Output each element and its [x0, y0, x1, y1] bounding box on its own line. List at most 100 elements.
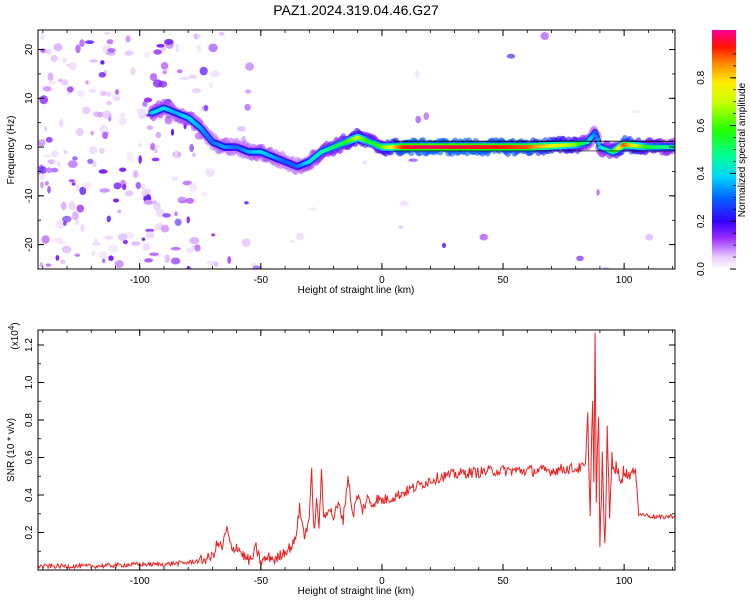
heatmap-cell: [44, 49, 53, 55]
heatmap-cell: [88, 146, 98, 154]
heatmap-cell: [79, 186, 87, 196]
colorbar: 0.0 0.2 0.4 0.6 0.8 Normalized spectral ampl…: [696, 30, 748, 276]
heatmap-cell: [125, 35, 131, 43]
heatmap-cell: [178, 200, 187, 204]
heatmap-cell: [39, 262, 44, 268]
heatmap-cell: [135, 181, 141, 190]
heatmap-cell: [126, 152, 135, 161]
heatmap-cell: [398, 225, 404, 229]
heatmap-cell: [174, 218, 182, 226]
heatmap-cell: [151, 157, 160, 162]
spectrogram-y-ticks: -20 -10 0 10 20: [24, 44, 675, 270]
heatmap-cell: [290, 239, 295, 244]
heatmap-cell: [61, 245, 72, 254]
heatmap-cell: [40, 181, 44, 189]
heatmap-cell: [141, 237, 146, 241]
snr-series-1: [38, 332, 675, 570]
heatmap-cell: [185, 248, 195, 253]
ridge-core: [596, 141, 602, 146]
heatmap-cell: [80, 224, 85, 232]
snr-x-axis-label: Height of straight line (km): [298, 586, 415, 597]
heatmap-cell: [245, 62, 255, 71]
heatmap-cell: [164, 38, 174, 45]
heatmap-cell: [72, 156, 78, 161]
heatmap-cell: [90, 130, 94, 136]
heatmap-cell: [162, 213, 171, 218]
spectrogram-frame: [37, 29, 676, 270]
heatmap-cell: [112, 92, 120, 102]
heatmap-cell: [182, 180, 193, 186]
heatmap-cell: [98, 169, 108, 174]
heatmap-cell: [179, 76, 189, 81]
heatmap-cell: [79, 39, 85, 47]
heatmap-cell: [145, 228, 155, 233]
heatmap-cell: [51, 150, 58, 158]
heatmap-cell: [89, 59, 99, 63]
heatmap-cell: [76, 89, 85, 98]
heatmap-cell: [149, 73, 158, 82]
heatmap-cell: [186, 266, 192, 269]
heatmap-cell: [47, 159, 56, 165]
heatmap-cell: [423, 112, 430, 120]
heatmap-cell: [237, 125, 246, 132]
heatmap-cell: [152, 79, 163, 88]
heatmap-cell: [42, 86, 52, 92]
heatmap-ridge: [147, 98, 675, 176]
heatmap-cell: [57, 161, 61, 168]
spectrogram-x-ticks: -100 -50 0 50 100: [42, 30, 673, 286]
heatmap-cell: [118, 116, 127, 126]
heatmap-cell: [576, 255, 584, 262]
heatmap-cell: [153, 49, 163, 55]
heatmap-cell: [189, 237, 200, 245]
heatmap-cell: [441, 242, 447, 249]
heatmap-cell: [102, 110, 112, 119]
heatmap-cell: [58, 78, 63, 83]
heatmap-cell: [203, 104, 209, 112]
heatmap-cell: [175, 43, 180, 53]
heatmap-cell: [71, 182, 76, 186]
heatmap-cell: [146, 125, 154, 131]
heatmap-cell: [48, 80, 56, 85]
heatmap-cell: [145, 231, 155, 239]
heatmap-cell: [106, 91, 112, 97]
snr-y-ticks: 0.2 0.4 0.6 0.8 1.0 1.2: [24, 338, 675, 571]
heatmap-cell: [59, 259, 66, 265]
y-tick-label: -10: [24, 188, 35, 203]
heatmap-cell: [211, 233, 216, 237]
heatmap-cell: [153, 202, 161, 211]
heatmap-cell: [138, 155, 142, 164]
heatmap-cell: [74, 253, 81, 257]
heatmap-cell: [188, 182, 198, 192]
colorbar-tick-label: 0.2: [696, 214, 707, 228]
colorbar-tick-label: 0.0: [696, 262, 707, 276]
heatmap-cell: [193, 33, 198, 40]
heatmap-cell: [108, 244, 118, 254]
heatmap-cell: [188, 74, 198, 80]
heatmap-cell: [176, 69, 183, 74]
heatmap-cell: [38, 139, 45, 143]
heatmap-cell: [115, 89, 119, 95]
x-tick-label: -100: [130, 275, 150, 286]
heatmap-cell: [141, 183, 146, 190]
heatmap-cell: [63, 220, 67, 226]
heatmap-cell: [296, 232, 304, 241]
heatmap-cell: [506, 53, 516, 59]
heatmap-cell: [82, 106, 91, 115]
heatmap-cell: [62, 215, 72, 223]
exponent-base: (x10: [10, 330, 21, 350]
heatmap-cell: [186, 216, 190, 224]
heatmap-cell: [155, 131, 162, 139]
heatmap-cell: [75, 44, 81, 54]
heatmap-cell: [170, 246, 181, 251]
spectrogram-x-axis-label: Height of straight line (km): [298, 285, 415, 296]
heatmap-cell: [75, 127, 84, 137]
y-tick-label: 1.0: [24, 375, 35, 389]
heatmap-cell: [596, 189, 600, 196]
y-tick-label: 0: [24, 144, 35, 150]
heatmap-cell: [117, 233, 128, 241]
heatmap-cell: [185, 197, 195, 204]
heatmap-cell: [174, 149, 178, 159]
snr-panel: -100 -50 0 50 100 0.2 0.4 0.6 0.8 1.0 1.2 Height …: [6, 322, 676, 597]
heatmap-cell: [50, 54, 58, 63]
